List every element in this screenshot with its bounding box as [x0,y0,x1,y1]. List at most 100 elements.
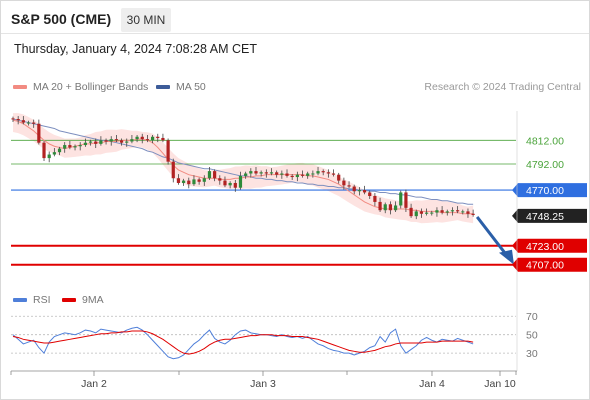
candle-body [161,137,165,141]
legend-ma50: MA 50 [156,81,206,93]
rsi-swatch [13,298,27,303]
candle-body [135,136,139,140]
candle-body [207,171,212,179]
legend-rsi: RSI [13,294,51,306]
rsi-line [12,326,474,360]
candle-body [290,175,294,178]
candle-body [140,136,144,140]
candle-body [68,145,72,148]
candle-body [32,122,36,124]
x-tick-label: Jan 3 [250,378,276,390]
candle-body [471,213,475,215]
ma50-label: MA 50 [176,81,206,93]
rsi-tick-label: 50 [526,330,538,342]
candle-body [316,171,320,174]
candle-body [233,182,237,188]
candle-body [16,119,20,121]
candle-body [425,212,429,214]
candle-body [125,141,129,143]
candle-body [63,145,67,149]
candle-body [156,136,160,138]
candle-body [119,140,124,143]
level-label-0: 4812.00 [526,135,564,147]
candle-body [187,180,191,185]
candle-body [409,207,413,217]
candle-body [78,145,82,147]
ma50-line [12,118,474,205]
candle-body [192,179,196,185]
candle-body [182,180,186,183]
rsi-tick-label: 70 [526,311,538,323]
level-tag-text: 4723.00 [526,241,564,253]
candle-body [11,118,15,120]
candle-body [321,171,325,173]
legend-rsi-ma: 9MA [62,294,104,306]
level-tag-2: 4770.00 [512,183,587,198]
candle-body [347,185,351,187]
candle-body [42,142,46,159]
candle-body [145,139,150,141]
candle-body [306,173,310,176]
candle-body [73,146,77,148]
candle-body [21,120,25,123]
candle-body [150,136,155,141]
rsi-ma-label: 9MA [82,294,104,306]
candle-body [99,140,103,144]
ma50-swatch [156,85,170,90]
level-tag-text: 4770.00 [526,185,564,197]
candle-body [285,173,289,176]
candle-body [254,171,258,174]
candle-body [445,211,449,213]
candle-body [269,172,274,174]
candle-body [393,205,398,211]
candle-body [383,204,387,211]
candle-body [83,142,87,146]
candle-body [373,196,377,202]
candle-body [109,139,113,142]
candle-body [166,140,170,162]
level-tag-text: 4707.00 [526,260,564,272]
candle-body [26,122,31,124]
level-tag-bg [512,183,587,198]
candle-body [244,173,248,176]
candle-body [440,210,444,213]
rsi-label: RSI [33,294,51,306]
candle-body [114,139,118,141]
candle-body [228,182,232,186]
candle-body [388,204,393,211]
candle-body [368,192,372,196]
candles-group [11,116,475,220]
candle-body [414,211,418,217]
forecast-arrow-head [499,249,514,265]
candle-body [249,171,253,174]
candle-body [52,152,56,155]
candle-body [295,174,299,178]
candle-body [280,173,284,175]
candle-body [430,212,434,214]
interval-badge[interactable]: 30 MIN [121,8,171,32]
rsi-tick-label: 30 [526,348,538,360]
candle-body [362,190,367,193]
candle-body [419,211,424,214]
candle-body [326,172,330,174]
candle-body [171,161,175,179]
level-label-1: 4792.00 [526,159,564,171]
candle-body [435,210,439,213]
candle-body [342,180,346,186]
candle-body [450,210,455,212]
candle-body [352,186,356,192]
instrument-title: S&P 500 (CME) [11,11,112,27]
candle-body [337,174,341,181]
candle-body [404,192,408,208]
ma20-label: MA 20 + Bollinger Bands [33,81,149,93]
candle-body [197,179,201,182]
x-tick-label: Jan 10 [484,378,516,390]
rsi-ma-line [12,330,474,355]
candle-body [357,190,361,192]
candle-body [331,173,336,175]
level-tag-bg [512,238,587,253]
candle-body [466,211,470,214]
level-tag-5: 4707.00 [512,257,587,272]
